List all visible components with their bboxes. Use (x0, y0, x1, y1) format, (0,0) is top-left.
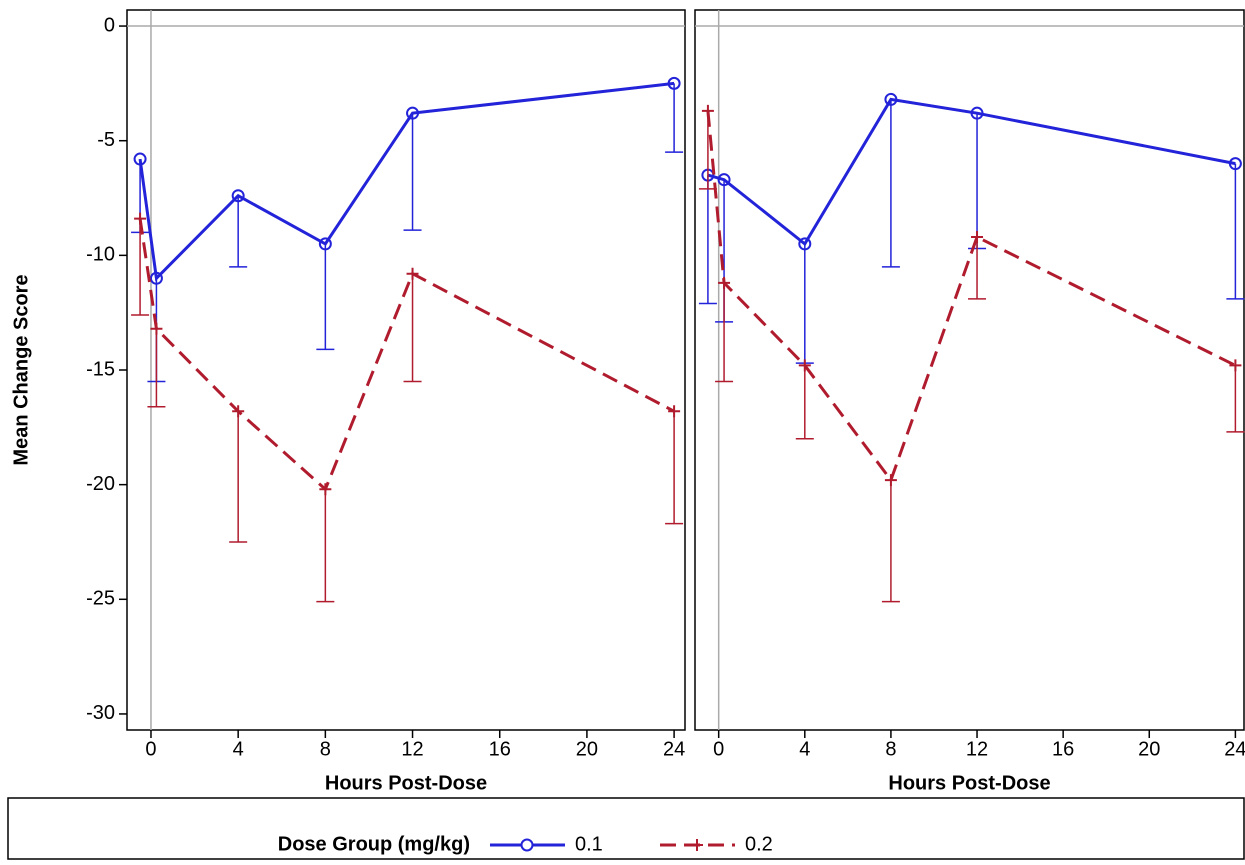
marker (798, 359, 811, 372)
x-axis-label: Hours Post-Dose (888, 772, 1050, 794)
marker (1229, 359, 1242, 372)
marker (319, 483, 332, 496)
marker (133, 152, 147, 166)
error-bar (881, 480, 900, 603)
x-tick-label: 16 (1052, 738, 1074, 760)
marker (701, 104, 714, 117)
marker (406, 106, 420, 120)
legend-marker (691, 839, 703, 851)
error-bar (698, 175, 717, 305)
x-tick-label: 24 (663, 738, 685, 760)
marker (971, 231, 984, 244)
y-tick-label: -30 (86, 702, 115, 724)
marker (717, 173, 731, 187)
marker (231, 189, 245, 203)
legend-label: 0.1 (575, 833, 603, 855)
marker (1228, 157, 1242, 171)
x-tick-label: 20 (1138, 738, 1160, 760)
x-tick-label: 0 (713, 738, 724, 760)
y-tick-label: -10 (86, 244, 115, 266)
plot-frame (126, 9, 686, 731)
x-tick-label: 12 (966, 738, 988, 760)
legend-box (7, 797, 1245, 860)
marker (232, 405, 245, 418)
error-bar (795, 365, 814, 440)
series-line (706, 110, 1237, 484)
error-bar (968, 113, 987, 250)
error-bar (968, 237, 987, 300)
y-tick-label: -15 (86, 358, 115, 380)
y-tick-label: -5 (97, 129, 115, 151)
marker (884, 474, 897, 487)
error-bar (881, 99, 900, 268)
y-tick-label: -20 (86, 473, 115, 495)
error-bar (403, 113, 422, 231)
x-tick-label: 16 (489, 738, 511, 760)
error-bar (229, 195, 248, 268)
error-bar (316, 243, 335, 351)
error-bar (665, 83, 684, 153)
legend-marker (520, 838, 534, 852)
error-bar (316, 489, 335, 603)
error-bar (131, 218, 150, 316)
error-bar (229, 411, 248, 543)
y-tick-label: 0 (104, 14, 115, 36)
x-tick-label: 20 (576, 738, 598, 760)
series-line (707, 97, 1236, 247)
marker (150, 322, 163, 335)
x-axis-label: Hours Post-Dose (325, 772, 487, 794)
error-bar (1226, 163, 1245, 300)
error-bar (715, 282, 734, 383)
x-tick-label: 12 (401, 738, 423, 760)
marker (718, 276, 731, 289)
marker (406, 267, 419, 280)
series-line (138, 81, 675, 282)
y-axis-label: Mean Change Score (10, 274, 32, 465)
marker (318, 237, 332, 251)
legend-title: Dose Group (mg/kg) (278, 833, 470, 855)
error-bar (1226, 365, 1245, 433)
x-tick-label: 8 (320, 738, 331, 760)
x-tick-label: 24 (1224, 738, 1245, 760)
marker (970, 106, 984, 120)
error-bar (795, 243, 814, 364)
marker (668, 405, 681, 418)
plot-frame (694, 9, 1245, 731)
error-bar (403, 273, 422, 383)
x-tick-label: 4 (233, 738, 244, 760)
marker (798, 237, 812, 251)
marker (149, 271, 163, 285)
x-tick-label: 0 (145, 738, 156, 760)
marker (134, 212, 147, 225)
legend-label: 0.2 (745, 833, 773, 855)
marker (884, 92, 898, 106)
series-line (138, 218, 675, 492)
marker (667, 76, 681, 90)
error-bar (665, 411, 684, 525)
x-tick-label: 8 (885, 738, 896, 760)
x-tick-label: 4 (799, 738, 810, 760)
error-bar (147, 328, 166, 408)
y-tick-label: -25 (86, 588, 115, 610)
